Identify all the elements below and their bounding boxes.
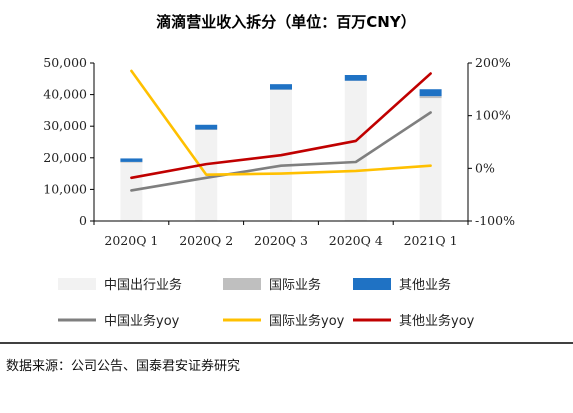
legend-label-line-2: 其他业务yoy [399,313,475,329]
legend-label-bar-1: 国际业务 [269,277,321,293]
bar-2-3 [344,75,367,81]
bar-2-1 [195,124,218,130]
axes-layer: 0 10,000 20,000 30,000 40,000 50,000 -100% 0% 10… [43,55,515,248]
bar-2-4 [419,89,442,97]
legend-swatch-bar-1 [223,278,261,290]
line-2 [130,72,432,180]
bar-0-0 [120,162,143,221]
lines-layer [130,69,432,192]
bar-0-4 [419,98,442,221]
bar-1-0 [120,161,143,163]
legend-label-line-1: 国际业务yoy [269,313,345,329]
left-tick-label-1: 10,000 [43,181,87,196]
left-tick-label-5: 50,000 [43,55,87,70]
x-tick-label-0: 2020Q 1 [104,233,158,248]
line-0 [130,111,432,192]
x-tick-label-1: 2020Q 2 [179,233,233,248]
left-tick-label-3: 30,000 [43,118,87,133]
line-1 [130,69,432,176]
legend-label-line-0: 中国业务yoy [104,313,180,329]
bars-layer [120,75,442,222]
bar-2-2 [270,84,292,90]
x-tick-label-2: 2020Q 3 [254,233,308,248]
legend-swatch-bar-0 [58,278,96,290]
legend-label-bar-2: 其他业务 [399,277,451,293]
left-tick-label-4: 40,000 [43,87,87,102]
chart-title: 滴滴营业收入拆分（单位：百万CNY） [156,13,415,31]
right-tick-label-1: 0% [475,160,495,175]
bar-1-4 [419,96,442,99]
right-tick-label-2: 100% [475,108,511,123]
left-tick-label-0: 0 [79,213,87,228]
x-tick-label-4: 2021Q 1 [404,233,458,248]
left-tick-label-2: 20,000 [43,150,87,165]
source-note: 数据来源：公司公告、国泰君安证券研究 [6,358,240,374]
legend-swatch-bar-2 [353,278,391,290]
legend-label-bar-0: 中国出行业务 [104,277,182,293]
right-tick-label-3: 200% [475,55,511,70]
x-tick-label-3: 2020Q 4 [329,233,383,248]
right-tick-label-0: -100% [475,213,515,228]
bar-2-0 [120,158,143,162]
bar-0-3 [344,81,367,222]
